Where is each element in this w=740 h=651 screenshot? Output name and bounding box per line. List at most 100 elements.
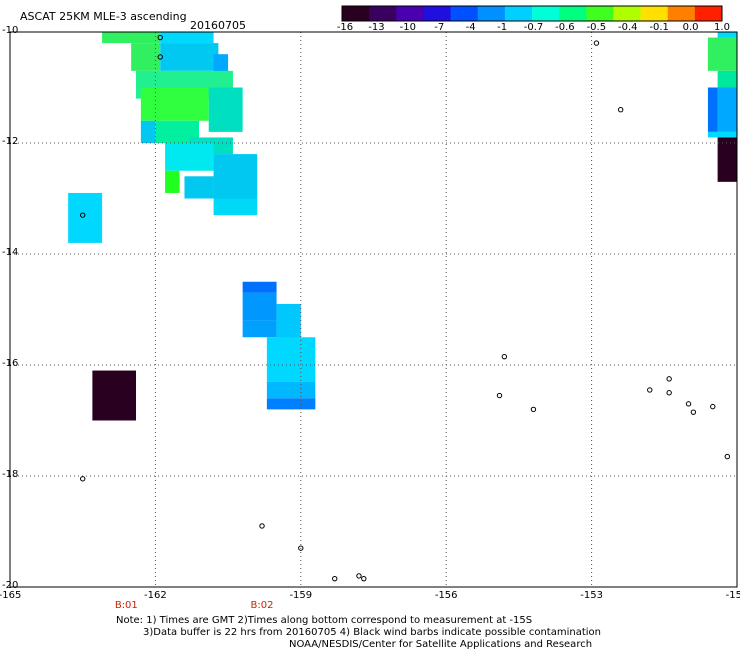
wind-cell xyxy=(266,337,316,382)
colorbar-label: -0.6 xyxy=(555,22,575,33)
wind-cell xyxy=(242,292,277,321)
colorbar-swatch xyxy=(423,6,452,21)
wind-cell xyxy=(140,120,156,143)
colorbar-label: 1.0 xyxy=(714,22,730,33)
colorbar-swatch xyxy=(532,6,560,21)
wind-cell xyxy=(160,43,219,71)
longitude-label: -165 xyxy=(0,590,22,601)
island-outline xyxy=(157,54,163,60)
wind-cell xyxy=(717,87,737,132)
lat-lon-grid xyxy=(9,31,738,588)
colorbar-swatch xyxy=(342,6,370,21)
colorbar-label: -0.7 xyxy=(523,22,544,33)
longitude-label: -153 xyxy=(580,590,603,601)
wind-cell xyxy=(242,281,277,293)
colorbar-label: -7 xyxy=(434,22,445,33)
wind-cell xyxy=(140,87,209,121)
colorbar-swatch xyxy=(450,6,479,21)
wind-cell xyxy=(165,143,214,171)
island-outline xyxy=(356,573,362,579)
note-line-3: NOAA/NESDIS/Center for Satellite Applica… xyxy=(289,639,593,650)
colorbar-swatch xyxy=(396,6,424,21)
island-outline xyxy=(361,575,367,582)
latitude-label: -20 xyxy=(2,580,19,591)
colorbar-swatch xyxy=(369,6,397,21)
wind-cell xyxy=(707,131,737,138)
island-outline xyxy=(724,453,731,460)
wind-cell xyxy=(92,370,137,421)
wind-cell xyxy=(266,381,316,399)
wind-cell xyxy=(213,198,258,216)
island-outline xyxy=(259,523,265,529)
latitude-label: -18 xyxy=(2,469,19,480)
island-outline xyxy=(617,107,624,113)
time-label: B:02 xyxy=(250,600,274,611)
colorbar-label: -10 xyxy=(399,22,416,33)
island-outline xyxy=(80,476,86,482)
wind-cell xyxy=(208,87,243,132)
colorbar-label: -0.1 xyxy=(649,22,669,33)
colorbar-swatch xyxy=(504,6,533,21)
island-outline xyxy=(685,401,692,407)
island-outline xyxy=(332,575,338,582)
island-outline xyxy=(647,387,653,393)
colorbar-swatch xyxy=(667,6,696,21)
wind-cell xyxy=(68,192,103,243)
latitude-label: -16 xyxy=(2,358,19,369)
colorbar-label: -13 xyxy=(368,22,385,33)
time-label: B:01 xyxy=(114,600,138,611)
wind-cell xyxy=(184,176,214,199)
wind-cell xyxy=(266,398,316,410)
island-outline xyxy=(666,390,672,396)
longitude-label: -150 xyxy=(725,590,740,601)
latitude-label: -10 xyxy=(2,25,19,36)
colorbar-label: -0.5 xyxy=(586,22,607,33)
colorbar-swatch xyxy=(694,6,723,21)
wind-cell xyxy=(717,32,737,38)
map-title: ASCAT 25KM MLE-3 ascending xyxy=(20,10,187,23)
wind-cell xyxy=(213,154,258,199)
colorbar xyxy=(341,5,723,22)
colorbar-swatch xyxy=(559,6,587,21)
colorbar-label: -16 xyxy=(336,22,354,33)
island-outline xyxy=(157,34,163,41)
island-outline xyxy=(530,406,537,413)
longitude-label: -156 xyxy=(434,590,458,601)
longitude-label: -162 xyxy=(144,590,167,601)
colorbar-label: -1 xyxy=(497,22,508,33)
island-outline xyxy=(496,392,503,399)
map-date: 20160705 xyxy=(190,19,246,32)
wind-cell xyxy=(707,37,737,71)
island-outline xyxy=(710,403,716,410)
island-outline xyxy=(666,376,672,382)
wind-cell xyxy=(717,70,737,88)
colorbar-swatch xyxy=(640,6,669,21)
wind-cell xyxy=(165,170,180,193)
note-line-2: 3)Data buffer is 22 hrs from 20160705 4)… xyxy=(143,627,601,638)
colorbar-label: 0.0 xyxy=(682,22,699,33)
island-outline xyxy=(80,212,86,218)
island-outline xyxy=(593,40,600,46)
wind-speed-cells xyxy=(68,32,737,421)
latitude-label: -12 xyxy=(2,136,19,147)
colorbar-swatch xyxy=(586,6,614,21)
island-outlines xyxy=(80,34,731,582)
wind-cell xyxy=(707,87,718,132)
island-outline xyxy=(298,545,304,551)
wind-cell xyxy=(102,32,161,44)
colorbar-swatch xyxy=(613,6,642,21)
wind-cell xyxy=(242,320,277,338)
island-outline xyxy=(501,353,508,360)
colorbar-swatch xyxy=(477,6,506,21)
longitude-label: -159 xyxy=(289,590,313,601)
colorbar-label: -4 xyxy=(465,22,476,33)
latitude-label: -14 xyxy=(2,247,19,258)
colorbar-frame xyxy=(341,5,723,22)
colorbar-label: -0.4 xyxy=(617,22,638,33)
island-outline xyxy=(690,409,697,415)
wind-cell xyxy=(717,137,737,182)
note-line-1: Note: 1) Times are GMT 2)Times along bot… xyxy=(116,615,533,626)
map-frame xyxy=(9,31,738,588)
wind-cell xyxy=(155,120,200,143)
